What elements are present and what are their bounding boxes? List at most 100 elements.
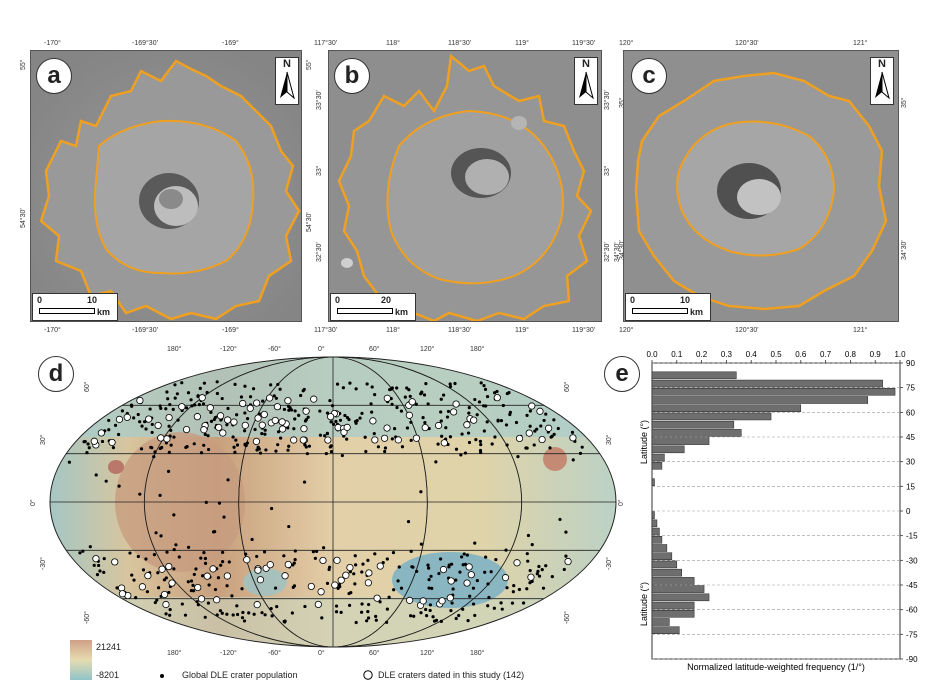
dated-crater-point: [198, 394, 206, 402]
x-tick-label: 0.0: [646, 350, 658, 359]
global-crater-point: [136, 554, 140, 559]
global-crater-point: [409, 549, 413, 553]
global-crater-point: [419, 391, 424, 395]
global-crater-point: [537, 574, 542, 578]
global-crater-point: [396, 579, 400, 583]
global-crater-point: [370, 385, 374, 389]
global-crater-point: [512, 584, 516, 588]
bottom-tick: 118°30': [448, 327, 472, 334]
global-crater-point: [286, 448, 290, 452]
global-crater-point: [354, 620, 358, 625]
global-crater-point: [454, 616, 458, 621]
global-crater-point: [302, 480, 307, 484]
global-crater-point: [305, 452, 310, 456]
global-map: [49, 356, 617, 648]
dated-crater-point: [253, 601, 261, 609]
dated-crater-point: [163, 435, 171, 443]
global-crater-point: [385, 607, 389, 611]
dated-crater-point: [243, 556, 251, 564]
dated-crater-point: [569, 434, 577, 442]
dated-crater-point: [200, 426, 208, 434]
north-arrow-icon: [579, 71, 594, 100]
global-crater-point: [206, 434, 210, 438]
global-crater-point: [263, 613, 267, 617]
global-crater-point: [335, 382, 340, 386]
global-crater-point: [203, 556, 208, 561]
global-crater-point: [496, 418, 500, 422]
bottom-lon-tick: 180°: [167, 650, 182, 657]
global-crater-point: [537, 564, 541, 569]
global-crater-point: [242, 619, 247, 623]
global-crater-point: [463, 451, 468, 455]
global-crater-point: [383, 449, 387, 454]
global-crater-point: [263, 432, 267, 436]
global-crater-point: [222, 515, 226, 519]
global-crater-point: [366, 609, 370, 614]
global-crater-point: [453, 381, 457, 386]
global-crater-point: [311, 550, 315, 554]
global-crater-point: [324, 452, 328, 456]
global-crater-point: [205, 390, 209, 395]
global-crater-point: [313, 556, 317, 560]
dated-crater-point: [123, 413, 131, 421]
global-crater-point: [173, 383, 177, 387]
global-crater-point: [165, 390, 169, 394]
global-crater-point: [225, 423, 229, 427]
global-crater-point: [492, 606, 496, 610]
global-crater-point: [104, 479, 108, 483]
dated-crater-point: [278, 418, 286, 426]
global-crater-point: [150, 430, 154, 435]
dated-crater-point: [115, 415, 124, 423]
global-crater-point: [390, 402, 394, 406]
histogram-bar: [651, 610, 695, 618]
histogram-bars: [651, 371, 896, 634]
global-crater-point: [287, 524, 291, 529]
global-crater-point: [475, 578, 479, 583]
global-crater-point: [158, 404, 162, 408]
x-tick-label: 0.3: [721, 350, 733, 359]
elevation-max-label: 21241: [96, 642, 122, 652]
global-crater-point: [444, 426, 448, 430]
global-crater-point: [483, 387, 488, 391]
global-crater-point: [219, 563, 223, 567]
dated-crater-point: [290, 436, 298, 444]
north-arrow: N: [870, 57, 894, 105]
global-crater-point: [290, 611, 294, 615]
dated-crater-point: [383, 424, 391, 432]
global-crater-point: [168, 403, 172, 407]
top-tick: 121°: [853, 40, 868, 47]
global-crater-point: [276, 382, 280, 387]
global-crater-point: [505, 586, 509, 590]
global-crater-point: [162, 578, 167, 582]
global-crater-point: [474, 437, 478, 442]
global-crater-point: [78, 551, 82, 555]
global-crater-point: [426, 402, 430, 406]
global-crater-point: [460, 432, 464, 436]
dated-crater-point: [219, 429, 227, 437]
global-crater-point: [233, 382, 237, 386]
dated-crater-point: [300, 425, 308, 433]
global-crater-point: [448, 435, 453, 439]
scale-bar: 0 20 km: [330, 293, 416, 321]
global-crater-point: [225, 612, 229, 616]
global-crater-point: [360, 570, 364, 574]
dated-crater-point: [118, 590, 127, 598]
global-crater-point: [334, 419, 338, 424]
global-crater-point: [432, 619, 437, 623]
global-crater-point: [399, 586, 404, 590]
global-crater-point: [530, 543, 534, 547]
global-crater-point: [292, 561, 296, 565]
dated-crater-point: [408, 398, 416, 406]
dated-crater-point: [317, 588, 325, 596]
global-crater-point: [414, 402, 418, 406]
global-crater-point: [279, 436, 283, 440]
global-crater-point: [450, 601, 454, 605]
global-crater-point: [405, 386, 409, 390]
top-tick: 117°30': [314, 40, 338, 47]
global-crater-point: [544, 412, 548, 416]
global-crater-point: [269, 506, 274, 511]
global-crater-point: [383, 446, 388, 450]
global-crater-point: [235, 604, 239, 608]
global-crater-point: [478, 439, 483, 443]
global-crater-point: [391, 551, 396, 555]
